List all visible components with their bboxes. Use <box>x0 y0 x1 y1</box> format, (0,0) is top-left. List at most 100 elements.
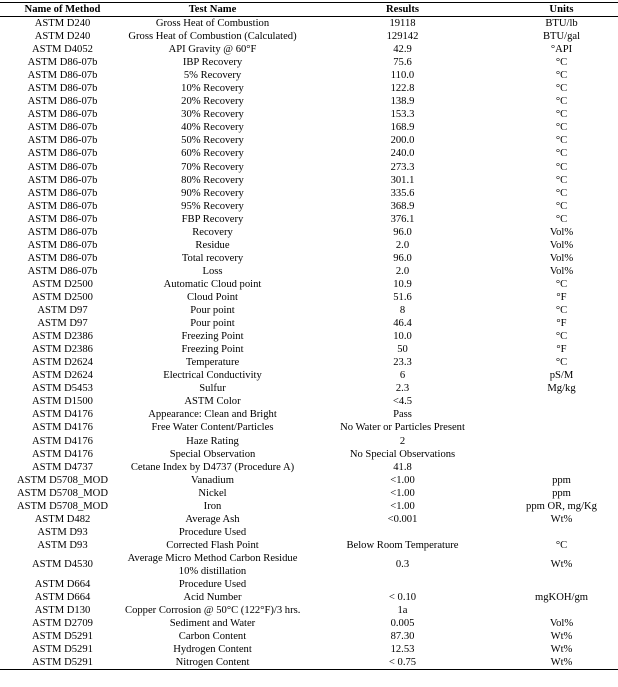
method-cell: ASTM D5708_MOD <box>17 474 108 486</box>
method-cell: ASTM D86-07b <box>27 239 98 251</box>
result-cell: Below Room Temperature <box>346 539 459 551</box>
test-name-cell: Cloud Point <box>187 292 238 303</box>
units-cell: Vol% <box>549 252 574 264</box>
units-cell: Wt% <box>550 631 573 643</box>
test-name-cell: 70% Recovery <box>181 161 244 173</box>
units-cell: Wt% <box>550 559 573 571</box>
units-cell: °C <box>555 187 568 199</box>
test-name-cell: 50% Recovery <box>181 135 244 147</box>
units-cell: °C <box>555 539 568 551</box>
method-cell: ASTM D2709 <box>32 618 93 630</box>
units-cell: °C <box>555 278 568 290</box>
table-row: ASTM D86-07b 5% Recovery 110.0 °C <box>0 69 618 82</box>
test-name-cell: Haze Rating <box>186 435 239 447</box>
method-cell: ASTM D86-07b <box>27 213 98 225</box>
method-cell: ASTM D664 <box>34 591 91 603</box>
result-cell: 12.53 <box>390 644 415 656</box>
units-cell: °API <box>550 44 573 56</box>
table-row: ASTM D5291 Nitrogen Content < 0.75 Wt% <box>0 656 618 671</box>
units-cell <box>505 461 618 474</box>
method-cell: ASTM D2386 <box>32 331 93 343</box>
result-cell: 50 <box>397 344 408 356</box>
method-cell: ASTM D130 <box>34 605 91 617</box>
units-cell: Wt% <box>550 644 573 656</box>
test-name-cell: 95% Recovery <box>181 200 244 212</box>
units-cell: BTU/gal <box>542 31 581 43</box>
method-cell: ASTM D664 <box>34 578 91 590</box>
table-row: ASTM D86-07b 10% Recovery 122.8 °C <box>0 82 618 95</box>
units-cell: °C <box>555 96 568 108</box>
result-cell: 19118 <box>389 18 416 30</box>
test-name-cell: Cetane Index by D4737 (Procedure A) <box>130 461 295 473</box>
units-cell: °C <box>555 357 568 369</box>
table-row: ASTM D664 Procedure Used <box>0 578 618 591</box>
result-cell: <4.5 <box>392 396 413 408</box>
test-name-cell: Loss <box>202 265 223 277</box>
test-name-cell: Special Observation <box>169 448 256 460</box>
table-row: ASTM D2500 Automatic Cloud point 10.9 °C <box>0 278 618 291</box>
test-name-cell: 5% Recovery <box>183 70 242 82</box>
units-cell <box>505 435 618 448</box>
result-cell: 301.1 <box>390 174 415 186</box>
table-row: ASTM D2624 Electrical Conductivity 6 pS/M <box>0 369 618 382</box>
result-cell: 168.9 <box>390 122 415 134</box>
header-test-name: Test Name <box>125 2 300 17</box>
method-cell: ASTM D5291 <box>32 631 93 643</box>
units-cell: °C <box>555 213 568 225</box>
test-name-cell: 30% Recovery <box>181 109 244 121</box>
result-cell: 122.8 <box>390 83 415 95</box>
units-cell: °C <box>555 174 568 186</box>
test-name-cell: Gross Heat of Combustion <box>155 18 270 30</box>
header-method: Name of Method <box>0 2 125 17</box>
test-name-cell: Copper Corrosion @ 50°C (122°F)/3 hrs. <box>125 605 301 617</box>
units-cell: Vol% <box>549 618 574 630</box>
method-cell: ASTM D86-07b <box>27 226 98 238</box>
table-row: ASTM D5708_MOD Nickel <1.00 ppm <box>0 487 618 500</box>
table-row: ASTM D4530 Average Micro Method Carbon Re… <box>0 552 618 578</box>
test-name-cell: Acid Number <box>183 591 242 603</box>
result-cell: 138.9 <box>390 96 415 108</box>
test-name-cell: Nitrogen Content <box>125 656 300 671</box>
result-cell: 6 <box>399 370 406 382</box>
test-name-cell: 60% Recovery <box>181 148 244 160</box>
result-cell: 2.0 <box>395 239 410 251</box>
table-row: ASTM D4737 Cetane Index by D4737 (Procedu… <box>0 461 618 474</box>
table-row: ASTM D5708_MOD Vanadium <1.00 ppm <box>0 474 618 487</box>
units-cell: Wt% <box>550 513 573 525</box>
header-units: Units <box>505 2 618 17</box>
test-name-cell: Hydrogen Content <box>173 644 252 656</box>
method-cell: ASTM D482 <box>34 513 91 525</box>
units-cell <box>505 604 618 617</box>
table-row: ASTM D5708_MOD Iron <1.00 ppm OR, mg/Kg <box>0 500 618 513</box>
table-row: ASTM D5453 Sulfur 2.3 Mg/kg <box>0 382 618 395</box>
result-cell: 129142 <box>386 31 419 43</box>
test-name-cell: Automatic Cloud point <box>163 278 262 290</box>
header-results: Results <box>300 2 505 17</box>
table-row: ASTM D2386 Freezing Point 50 °F <box>0 343 618 356</box>
table-row: ASTM D2624 Temperature 23.3 °C <box>0 356 618 369</box>
test-name-cell: 10% Recovery <box>181 83 244 95</box>
table-row: ASTM D97 Pour point 8 °C <box>0 304 618 317</box>
table-row: ASTM D86-07b Total recovery 96.0 Vol% <box>0 252 618 265</box>
table-row: ASTM D4176 Free Water Content/Particles No… <box>0 421 618 434</box>
test-name-cell: 80% Recovery <box>181 174 244 186</box>
units-cell <box>505 578 618 591</box>
method-cell: ASTM D4176 <box>32 448 93 460</box>
result-cell: 1a <box>397 605 408 617</box>
result-cell: 87.30 <box>390 631 415 643</box>
units-cell: °C <box>555 331 568 343</box>
units-cell: °C <box>555 122 568 134</box>
result-cell: 110.0 <box>390 70 415 82</box>
units-cell: °C <box>555 161 568 173</box>
table-row: ASTM D86-07b 80% Recovery 301.1 °C <box>0 174 618 187</box>
test-name-cell: Freezing Point <box>181 344 244 356</box>
test-name-cell: Pour point <box>190 318 235 330</box>
table-row: ASTM D4176 Special Observation No Special … <box>0 448 618 461</box>
units-cell: °C <box>555 200 568 212</box>
test-name-cell: Sediment and Water <box>169 618 256 630</box>
result-cell: 240.0 <box>390 148 415 160</box>
result-cell: 0.005 <box>390 618 415 630</box>
method-cell: ASTM D4052 <box>32 44 93 56</box>
table-row: ASTM D5291 Carbon Content 87.30 Wt% <box>0 630 618 643</box>
method-cell: ASTM D5291 <box>32 644 93 656</box>
